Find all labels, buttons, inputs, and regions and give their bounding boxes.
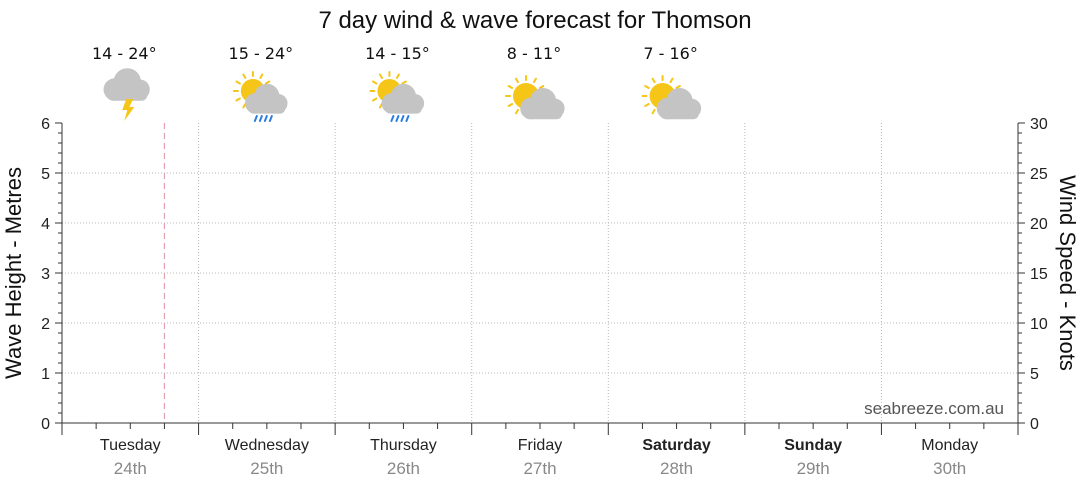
cloud-base [523,108,563,120]
date-label: 26th [387,459,420,478]
day-label: Monday [921,437,978,454]
sun-cloud-icon [641,75,702,120]
rain-drop [400,115,405,122]
y-tick-left-label: 3 [41,266,50,283]
sun-ray [644,103,650,107]
cloud-base [107,89,148,101]
cloud-base [385,103,422,114]
sun-ray [371,80,378,85]
watermark: seabreeze.com.au [864,399,1004,418]
day-label: Thursday [370,437,437,454]
y-tick-left-label: 2 [41,316,50,333]
date-label: 24th [114,459,147,478]
y-tick-right-label: 25 [1030,166,1048,183]
sun-ray [242,73,247,80]
y-tick-left-label: 0 [41,416,50,433]
sun-ray [378,73,383,80]
weather-icons [103,68,702,122]
sun-ray [515,108,519,115]
temp-range-label: 7 - 16° [643,44,697,63]
sun-ray [651,77,656,84]
rain-drop [395,115,400,122]
sun-ray [242,102,247,109]
sun-cloud-rain-icon [369,71,425,122]
sun-cloud-rain-icon [232,71,288,122]
y-tick-left-label: 6 [41,116,50,133]
y-axis-right-title: Wind Speed - Knots [1055,175,1080,371]
day-label: Wednesday [225,437,309,454]
y-tick-right-label: 15 [1030,266,1048,283]
rain-drop [405,115,410,122]
date-label: 30th [933,459,966,478]
sun-ray [644,85,650,89]
grid [62,123,1018,423]
storm-cloud-icon [103,68,150,121]
date-label: 28th [660,459,693,478]
temp-range-label: 14 - 24° [92,44,157,63]
y-tick-right-label: 20 [1030,216,1048,233]
rain-drop [390,115,395,122]
sun-ray [538,85,545,89]
y-axis-left-title: Wave Height - Metres [1,167,26,379]
y-tick-right-label: 10 [1030,316,1048,333]
sun-ray [264,80,271,85]
sun-ray [235,80,241,85]
rain-drop [263,115,268,122]
sun-ray [669,77,674,84]
sun-ray [507,85,514,89]
chart-title: 7 day wind & wave forecast for Thomson [318,7,751,34]
y-tick-right-label: 5 [1030,366,1039,383]
sun-ray [651,108,656,115]
sun-ray [401,80,407,85]
day-label: Saturday [642,437,711,454]
date-label: 27th [523,459,556,478]
y-tick-left-label: 5 [41,166,50,183]
y-tick-right-label: 0 [1030,416,1039,433]
sun-ray [378,102,383,109]
sun-ray [515,77,519,84]
lightning-bolt [122,99,135,121]
rain-drop [253,115,258,122]
day-label: Sunday [784,437,842,454]
sun-ray [371,97,378,102]
y-tick-left-label: 1 [41,366,50,383]
day-label: Tuesday [100,437,161,454]
cloud-base [660,108,699,120]
sun-ray [395,73,400,80]
date-label: 25th [250,459,283,478]
rain-drop [258,115,263,122]
day-label: Friday [518,437,562,454]
y-tick-left-label: 4 [41,216,50,233]
cloud-base [248,103,286,114]
sun-ray [235,97,241,102]
sun-ray [675,85,681,89]
sun-cloud-icon [505,75,565,120]
axes: 0 1 2 3 4 5 6 0 5 10 15 20 25 30 [41,116,1048,435]
temp-range-label: 8 - 11° [507,44,561,63]
sun-ray [533,77,537,84]
temp-range-label: 14 - 15° [365,44,430,63]
day-labels: Tuesday 24th 14 - 24° Wednesday 25th 15 - 24°… [92,44,978,478]
date-label: 29th [797,459,830,478]
temp-range-label: 15 - 24° [229,44,294,63]
y-tick-right-label: 30 [1030,116,1048,133]
sun-ray [259,73,264,80]
rain-drop [268,115,273,122]
sun-ray [507,103,514,107]
